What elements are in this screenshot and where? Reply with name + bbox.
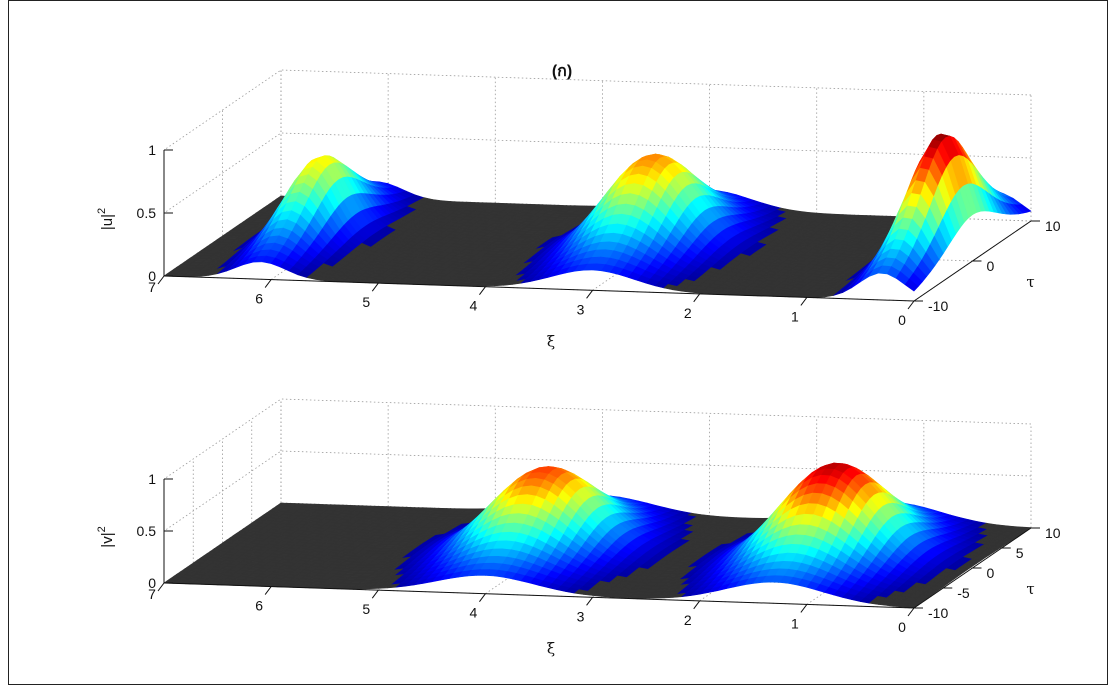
x-tick-mark [586, 289, 593, 299]
z-axis-label-exponent: 2 [96, 208, 108, 214]
z-axis-label: |v|2 [96, 526, 116, 547]
x-tick-mark [479, 593, 486, 603]
x-tick-label: 2 [684, 305, 692, 321]
z-tick-label: 0 [148, 575, 156, 591]
figure-frame: 0 0.5 1 0 1 2 3 4 5 6 7 -10 0 10 ξ τ |u|2 (ก) 0 0.5 1 0 1 2 3 4 5 6… [8, 0, 1108, 685]
x-tick-mark [907, 607, 915, 617]
x-tick-label: 4 [470, 605, 478, 621]
x-axis-label: ξ [547, 333, 555, 351]
z-axis-label: |u|2 [96, 208, 116, 230]
surface-mesh [163, 462, 1032, 608]
y-tick-label: 10 [1045, 218, 1061, 234]
y-axis-label: τ [1026, 580, 1034, 598]
x-tick-mark [371, 282, 379, 292]
x-tick-label: 4 [470, 298, 478, 314]
x-tick-label: 5 [362, 601, 370, 617]
z-tick-label: 0 [148, 268, 156, 284]
x-tick-label: 7 [148, 279, 156, 295]
x-tick-mark [157, 582, 165, 592]
y-tick-label: -5 [957, 585, 970, 601]
x-tick-mark [264, 279, 272, 288]
y-tick-label: 10 [1045, 525, 1061, 541]
axes [157, 478, 1040, 617]
x-tick-mark [693, 293, 701, 303]
x-tick-mark [693, 600, 701, 610]
x-tick-label: 0 [898, 619, 906, 635]
y-tick-label: -10 [928, 298, 948, 314]
z-tick-label: 0.5 [137, 205, 157, 221]
y-axis-label: τ [1026, 273, 1034, 291]
x-tick-mark [586, 596, 593, 606]
x-tick-label: 1 [791, 615, 799, 631]
x-tick-mark [907, 300, 915, 310]
x-tick-label: 3 [577, 608, 585, 624]
plot-title: (ก) [552, 63, 572, 80]
y-tick-label: 5 [1016, 545, 1024, 561]
surface-mesh [163, 133, 1032, 298]
x-tick-label: 1 [791, 308, 799, 324]
x-tick-mark [800, 604, 808, 613]
z-tick-label: 1 [148, 471, 156, 487]
z-axis-label-exponent: 2 [96, 526, 108, 532]
x-tick-label: 0 [898, 312, 906, 328]
y-tick-label: 0 [987, 258, 995, 274]
x-tick-mark [371, 589, 379, 599]
x-axis-label: ξ [547, 640, 555, 658]
x-tick-label: 3 [577, 301, 585, 317]
x-axis-line [163, 582, 915, 609]
x-tick-label: 7 [148, 586, 156, 602]
y-tick-label: 0 [987, 565, 995, 581]
z-tick-label: 1 [148, 142, 156, 158]
x-tick-mark [157, 275, 165, 285]
x-axis-line [163, 275, 915, 302]
x-tick-mark [479, 286, 486, 296]
axes [157, 149, 1040, 310]
x-tick-label: 6 [255, 598, 263, 614]
figure-canvas: 00.5101234567-10010ξτ|u|2(ก)00.510123456… [96, 63, 1061, 658]
x-tick-mark [264, 586, 272, 595]
y-tick-label: -10 [928, 605, 948, 621]
x-tick-label: 2 [684, 612, 692, 628]
x-tick-label: 6 [255, 291, 263, 307]
x-tick-mark [800, 297, 808, 306]
x-tick-label: 5 [362, 294, 370, 310]
z-tick-label: 0.5 [137, 523, 157, 539]
